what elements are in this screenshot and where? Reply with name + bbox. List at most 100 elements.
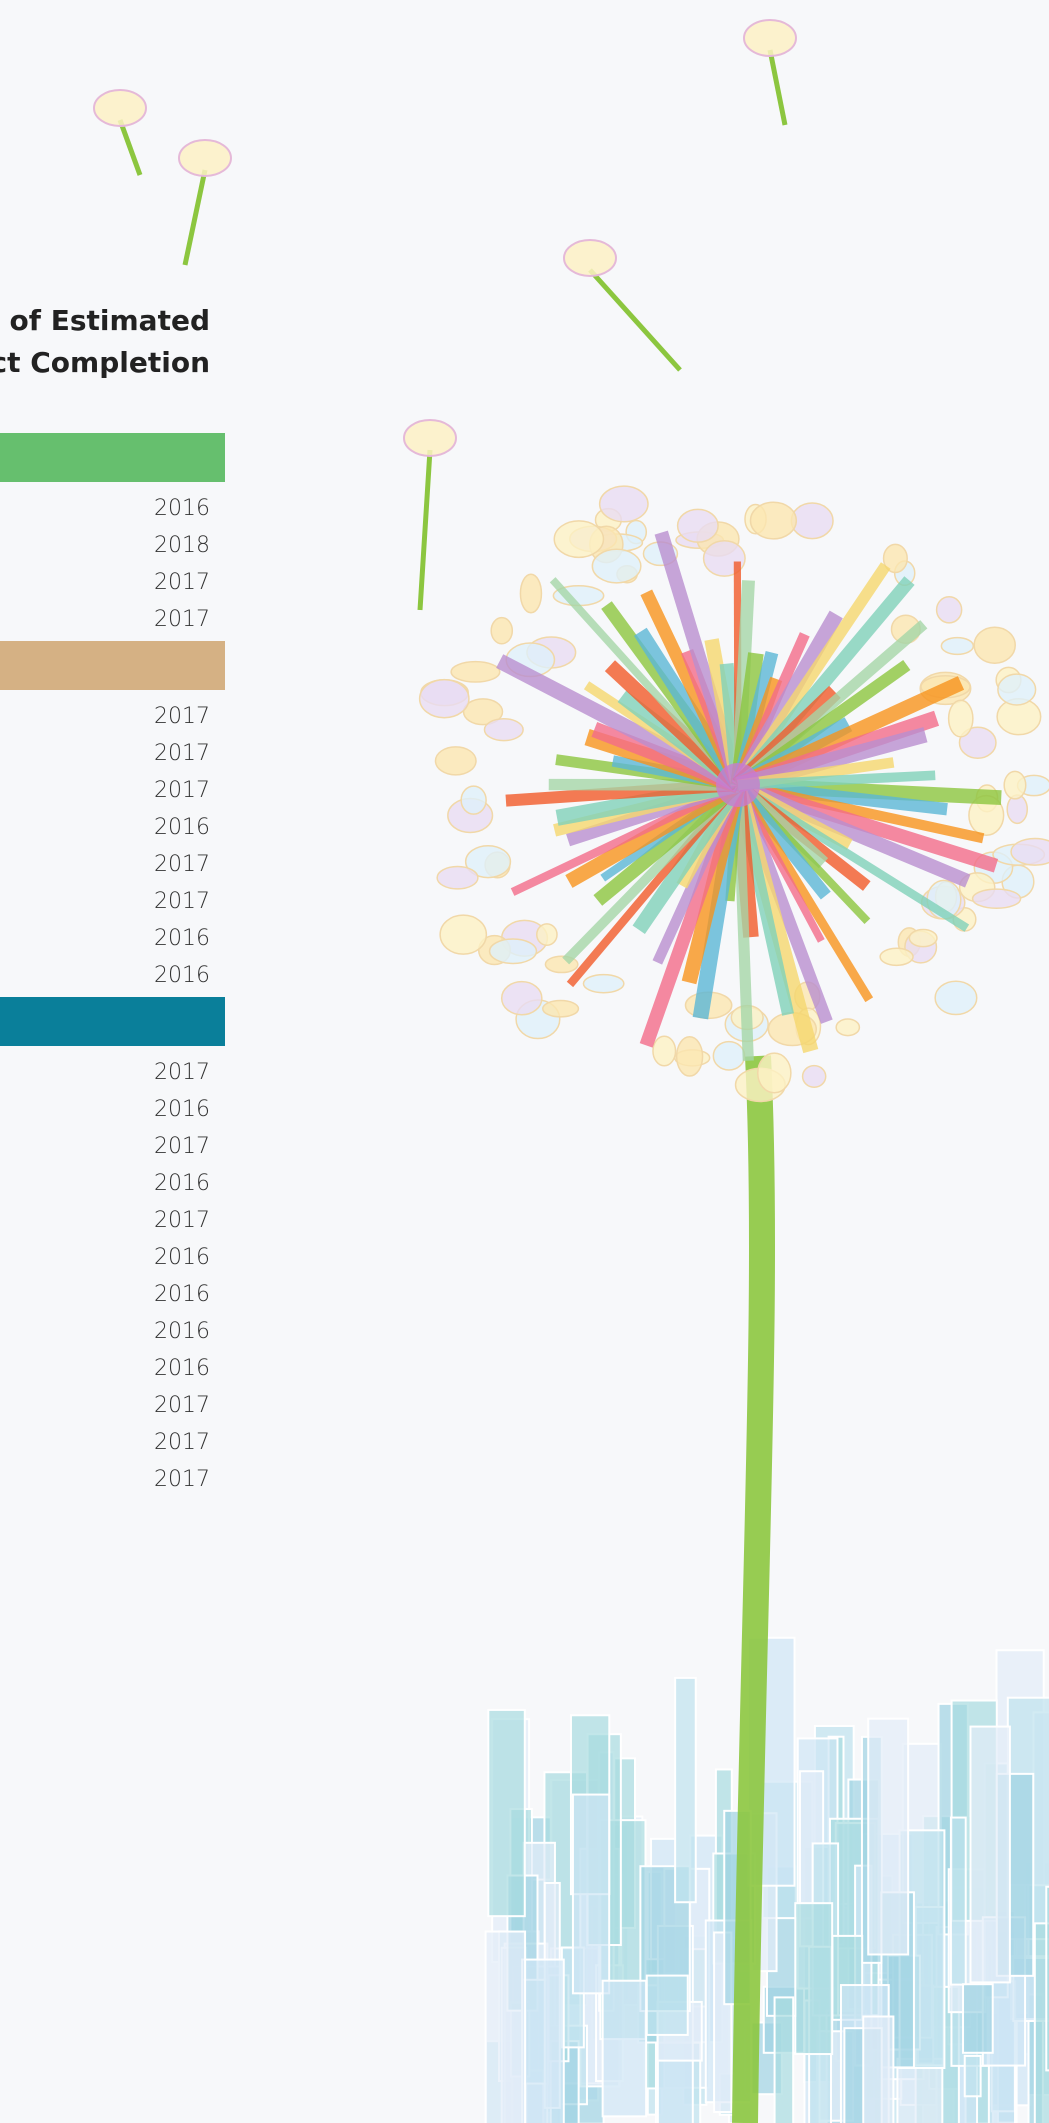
- block: [571, 1793, 611, 1995]
- year-cell: 2016: [154, 1245, 210, 1270]
- block: [949, 1816, 967, 1986]
- group-bar: [0, 641, 225, 690]
- petal: [935, 596, 963, 624]
- petal: [971, 888, 1022, 910]
- petal: [712, 1040, 746, 1071]
- groups: 2016 2018 2017 2017 2017 2017 2017 2016 2017 2017…: [0, 433, 225, 1501]
- year-cell: 2017: [154, 1393, 210, 1418]
- petal: [542, 999, 580, 1018]
- year-cell: 2016: [154, 1282, 210, 1307]
- petal: [460, 785, 487, 815]
- petal: [756, 1052, 792, 1094]
- seed-tuft: [563, 239, 617, 277]
- petal: [973, 626, 1016, 664]
- spoke: [732, 784, 754, 1061]
- petal: [536, 923, 558, 946]
- year-cell: 2017: [154, 570, 210, 595]
- petal: [790, 502, 834, 540]
- block: [794, 1902, 834, 2056]
- group-bar: [0, 997, 225, 1046]
- petal: [519, 573, 543, 614]
- year-cell: 2016: [154, 1171, 210, 1196]
- block: [484, 1930, 527, 2123]
- seed-tuft: [93, 89, 147, 127]
- group-bar: [0, 433, 225, 482]
- year-cell: 2017: [154, 607, 210, 632]
- petal: [464, 844, 512, 879]
- seed-tuft: [178, 139, 232, 177]
- petal: [997, 673, 1037, 706]
- petal: [439, 914, 488, 955]
- head-center: [716, 763, 760, 807]
- petal: [1010, 837, 1049, 866]
- year-cell: 2017: [154, 1467, 210, 1492]
- block: [969, 1725, 1011, 1984]
- seed-tuft: [743, 19, 797, 57]
- stem: [732, 1055, 776, 2123]
- heading-line: ect Completion: [0, 346, 210, 379]
- petal: [450, 660, 501, 683]
- year-cell: 2016: [154, 963, 210, 988]
- petal: [436, 865, 479, 890]
- petal: [908, 928, 938, 948]
- group: 2017 2017 2017 2016 2017 2017 2016 2016: [0, 641, 225, 994]
- petal: [488, 938, 538, 965]
- block: [896, 2057, 944, 2123]
- petal: [462, 698, 504, 726]
- petal: [958, 726, 997, 760]
- year-cell: 2017: [154, 1208, 210, 1233]
- block: [601, 1979, 648, 2118]
- year-cell: 2017: [154, 741, 210, 766]
- petal: [500, 980, 543, 1016]
- heading-line: ar of Estimated: [0, 304, 210, 337]
- petal: [801, 1064, 827, 1089]
- seed-stem: [117, 119, 143, 176]
- block: [773, 1996, 795, 2123]
- year-cell: 2016: [154, 1097, 210, 1122]
- group: 2017 2016 2017 2016 2017 2016 2016 2016 2016 2017…: [0, 997, 225, 1498]
- seed-stem: [182, 169, 208, 266]
- group: 2016 2018 2017 2017: [0, 433, 225, 638]
- seed-stem: [767, 49, 788, 126]
- petal: [483, 718, 524, 742]
- petal: [947, 699, 974, 738]
- year-cell: 2016: [154, 926, 210, 951]
- petal: [749, 501, 798, 540]
- petal: [490, 616, 514, 645]
- year-cell: 2017: [154, 778, 210, 803]
- year-cell: 2016: [154, 1356, 210, 1381]
- seed-tuft: [403, 419, 457, 457]
- petal: [434, 746, 477, 776]
- block: [962, 1983, 994, 2054]
- petal: [882, 543, 908, 574]
- block: [862, 2015, 895, 2123]
- seed-stem: [588, 268, 682, 372]
- block: [645, 1974, 689, 2036]
- block: [963, 2054, 982, 2098]
- petal: [675, 1036, 704, 1077]
- petal: [1003, 770, 1027, 800]
- petal: [940, 636, 975, 656]
- year-cell: 2018: [154, 533, 210, 558]
- petal: [553, 520, 605, 559]
- block: [487, 1708, 526, 1918]
- petal: [652, 1035, 677, 1067]
- year-cell: 2016: [154, 496, 210, 521]
- block: [867, 1717, 910, 1956]
- petal: [418, 678, 470, 719]
- block: [521, 1958, 565, 2123]
- petal: [934, 980, 978, 1016]
- petal: [582, 973, 625, 994]
- year-cell: 2017: [154, 1134, 210, 1159]
- year-cell: 2017: [154, 1430, 210, 1455]
- spoke: [737, 770, 936, 790]
- year-cell: 2016: [154, 815, 210, 840]
- petal: [591, 548, 642, 584]
- year-cell: 2017: [154, 852, 210, 877]
- year-cell: 2017: [154, 704, 210, 729]
- year-cell: 2017: [154, 1060, 210, 1085]
- seed-stem: [417, 449, 433, 611]
- petal: [879, 947, 914, 967]
